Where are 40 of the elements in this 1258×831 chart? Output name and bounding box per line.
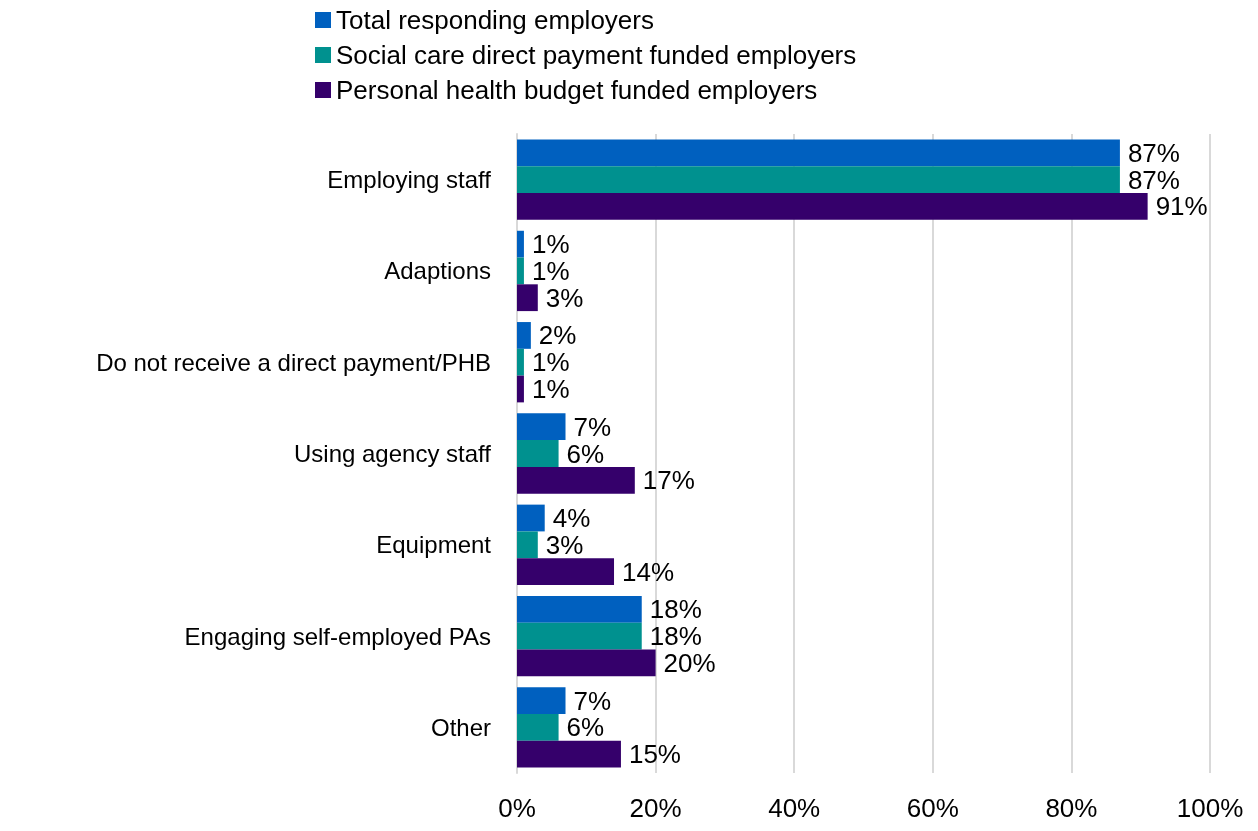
y-tick-label: Using agency staff: [293, 440, 492, 467]
data-label: 15%: [628, 739, 681, 770]
bar: [517, 687, 566, 714]
legend-label: Personal health budget funded employers: [336, 75, 818, 105]
bar: [517, 166, 1120, 194]
bar: [517, 257, 524, 285]
x-tick-label: 0%: [498, 793, 536, 823]
bar: [517, 193, 1148, 220]
bar: [517, 139, 1120, 167]
bar: [517, 440, 559, 467]
y-tick-label: Equipment: [376, 531, 492, 559]
y-tick-label: Engaging self-employed PAs: [184, 622, 491, 650]
legend-label: Social care direct payment funded employers: [336, 40, 857, 70]
x-tick-label: 40%: [768, 793, 821, 823]
bar: [517, 649, 656, 677]
x-tick-label: 20%: [629, 793, 682, 823]
bar: [517, 348, 524, 376]
x-tick-label: 80%: [1045, 793, 1098, 823]
y-tick-label: Other: [430, 713, 491, 741]
bar: [517, 531, 538, 559]
bar: [517, 322, 531, 349]
bar: [517, 713, 559, 741]
bar: [517, 375, 524, 403]
bar: [517, 230, 524, 258]
bar: [517, 284, 538, 312]
y-tick-label: Adaptions: [384, 257, 491, 285]
x-tick-label: 100%: [1176, 793, 1244, 823]
data-label: 14%: [622, 556, 675, 587]
bar: [517, 622, 642, 650]
x-tick-label: 60%: [906, 793, 959, 823]
bar: [517, 466, 635, 494]
y-tick-label: Employing staff: [327, 166, 492, 194]
bar: [517, 740, 621, 768]
bar: [517, 413, 566, 441]
bar: [517, 595, 642, 623]
bar: [517, 558, 615, 585]
data-label: 17%: [642, 465, 695, 496]
bar: [517, 504, 545, 532]
legend-label: Total responding employers: [336, 5, 654, 35]
y-tick-label: Do not receive a direct payment/PHB: [96, 348, 491, 376]
